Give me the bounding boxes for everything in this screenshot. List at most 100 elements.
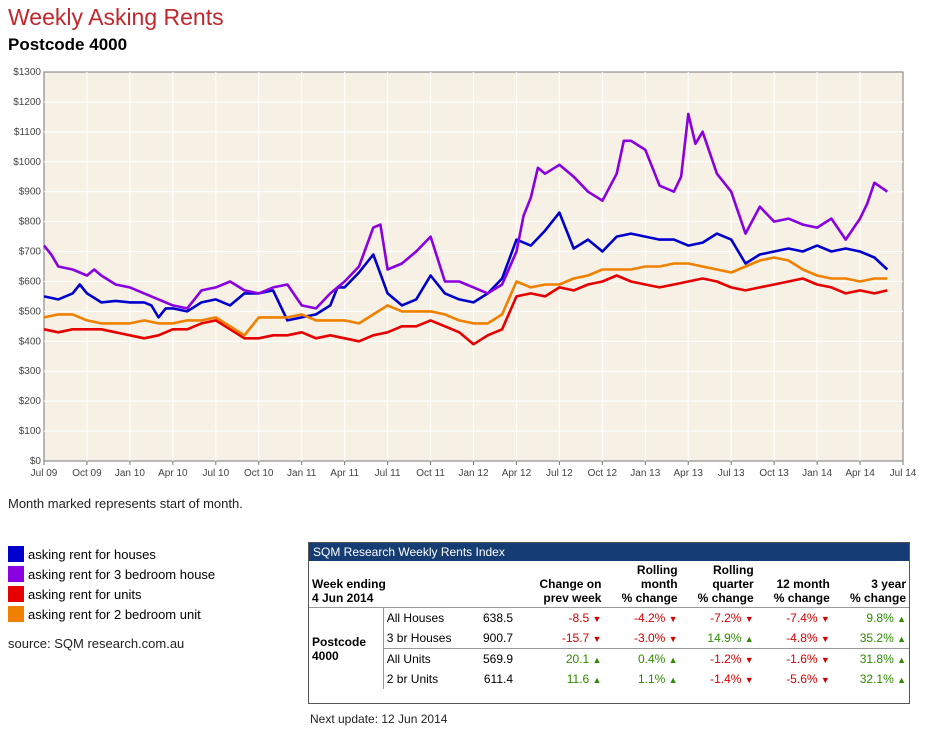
change-cell: -7.4% ▼	[756, 607, 833, 628]
up-arrow-icon: ▲	[744, 634, 754, 644]
legend-swatch-units	[8, 586, 24, 602]
x-tick-label: Oct 09	[72, 468, 102, 479]
legend-item-2br-units: asking rent for 2 bedroom unit	[8, 604, 215, 624]
change-cell: -8.5 ▼	[521, 607, 605, 628]
y-tick-label: $1100	[14, 127, 42, 138]
y-tick-label: $600	[19, 276, 42, 287]
y-tick-label: $500	[19, 306, 42, 317]
up-arrow-icon: ▲	[897, 634, 906, 644]
week-ending-header: Week ending 4 Jun 2014	[312, 577, 386, 605]
legend-item-houses: asking rent for houses	[8, 544, 215, 564]
change-cell: 14.9% ▲	[707, 631, 754, 645]
y-tick-label: $700	[19, 247, 42, 258]
next-update-note: Next update: 12 Jun 2014	[310, 712, 448, 726]
up-arrow-icon: ▲	[897, 655, 906, 665]
table-row: All Units 569.9 20.1 ▲ 0.4% ▲ -1.2% ▼ -1.6% ▼…	[309, 648, 909, 669]
change-cell: -3.0% ▼	[633, 631, 678, 645]
down-arrow-icon: ▼	[820, 634, 830, 644]
change-cell: 32.1% ▲	[859, 672, 906, 686]
down-arrow-icon: ▼	[820, 614, 830, 624]
chart-subtitle: Postcode 4000	[8, 35, 128, 54]
change-cell: -5.6% ▼	[786, 672, 830, 686]
down-arrow-icon: ▼	[592, 634, 602, 644]
down-arrow-icon: ▼	[668, 634, 678, 644]
x-tick-label: Apr 10	[158, 468, 188, 479]
legend-label-2br-units: asking rent for 2 bedroom unit	[28, 606, 201, 622]
row-label: 2 br Units	[386, 672, 439, 686]
y-tick-label: $200	[19, 396, 42, 407]
row-value: 611.4	[483, 672, 514, 686]
change-cell: -1.6% ▼	[756, 648, 833, 669]
chart-legend: asking rent for houses asking rent for 3…	[8, 544, 215, 624]
header-12-month: 12 month% change	[773, 577, 830, 605]
row-label: 3 br Houses	[386, 631, 452, 645]
legend-swatch-2br-units	[8, 606, 24, 622]
row-value: 638.5	[470, 607, 522, 628]
x-tick-label: Apr 14	[845, 468, 875, 479]
rents-table: Week ending 4 Jun 2014 Change on prev wee…	[309, 561, 909, 689]
down-arrow-icon: ▼	[592, 614, 602, 624]
x-tick-label: Jul 11	[375, 468, 401, 479]
x-tick-label: Jan 13	[630, 468, 660, 479]
series-line-0	[43, 211, 889, 322]
up-arrow-icon: ▲	[668, 655, 678, 665]
legend-label-houses: asking rent for houses	[28, 546, 156, 562]
up-arrow-icon: ▲	[668, 675, 678, 685]
header-rolling-month: Rolling month% change	[621, 563, 678, 605]
source-credit: source: SQM research.com.au	[8, 636, 185, 651]
header-rolling-quarter: Rolling quarter% change	[697, 563, 754, 605]
chart-title: Weekly Asking Rents	[8, 4, 224, 30]
line-chart: $0 $100 $200 $300 $400 $500 $600 $700 $800 $900 $1…	[13, 67, 917, 479]
change-cell: 9.8% ▲	[832, 607, 909, 628]
table-header-row: Week ending 4 Jun 2014 Change on prev wee…	[309, 561, 909, 608]
chart-note: Month marked represents start of month.	[8, 496, 243, 511]
series-line-1	[42, 112, 889, 310]
legend-swatch-3br-houses	[8, 566, 24, 582]
y-tick-label: $1200	[13, 97, 41, 108]
table-row: 3 br Houses 900.7 -15.7 ▼ -3.0% ▼ 14.9% ▲ -4.…	[309, 628, 909, 649]
y-tick-label: $0	[30, 456, 42, 467]
row-value: 569.9	[470, 648, 522, 669]
down-arrow-icon: ▼	[820, 675, 830, 685]
x-tick-label: Jul 10	[202, 468, 229, 479]
down-arrow-icon: ▼	[820, 655, 830, 665]
header-3-year: 3 year% change	[849, 577, 906, 605]
change-cell: -4.8% ▼	[786, 631, 830, 645]
y-tick-label: $300	[19, 366, 42, 377]
postcode-group-label: Postcode 4000	[309, 607, 384, 689]
x-tick-label: Jul 09	[31, 468, 58, 479]
down-arrow-icon: ▼	[744, 655, 754, 665]
x-tick-label: Apr 13	[674, 468, 704, 479]
x-tick-label: Jul 13	[718, 468, 745, 479]
x-tick-label: Oct 10	[244, 468, 274, 479]
header-prev-week: Change on prev week	[539, 577, 602, 605]
y-tick-label: $900	[19, 187, 42, 198]
change-cell: -7.2% ▼	[680, 607, 757, 628]
up-arrow-icon: ▲	[897, 675, 906, 685]
change-cell: 0.4% ▲	[604, 648, 681, 669]
series-line-2	[43, 274, 888, 346]
table-title: SQM Research Weekly Rents Index	[309, 543, 909, 561]
legend-item-3br-houses: asking rent for 3 bedroom house	[8, 564, 215, 584]
x-tick-label: Jan 14	[802, 468, 832, 479]
change-cell: -15.7 ▼	[561, 631, 602, 645]
legend-swatch-houses	[8, 546, 24, 562]
table-row: Postcode 4000 All Houses 638.5 -8.5 ▼ -4.2% ▼…	[309, 607, 909, 689]
change-cell: 20.1 ▲	[521, 648, 605, 669]
x-tick-label: Oct 12	[588, 468, 618, 479]
x-tick-label: Apr 11	[330, 468, 359, 479]
down-arrow-icon: ▼	[744, 675, 754, 685]
change-cell: -1.2% ▼	[680, 648, 757, 669]
change-cell: 35.2% ▲	[859, 631, 906, 645]
x-tick-label: Apr 12	[502, 468, 532, 479]
row-label: All Units	[383, 648, 471, 669]
x-tick-label: Jan 10	[115, 468, 145, 479]
x-tick-label: Jul 14	[890, 468, 917, 479]
up-arrow-icon: ▲	[592, 675, 602, 685]
change-cell: 11.6 ▲	[566, 672, 602, 686]
y-tick-label: $800	[19, 217, 42, 228]
row-value: 900.7	[482, 631, 514, 645]
change-cell: 1.1% ▲	[637, 672, 678, 686]
change-cell: -4.2% ▼	[604, 607, 681, 628]
down-arrow-icon: ▼	[744, 614, 754, 624]
